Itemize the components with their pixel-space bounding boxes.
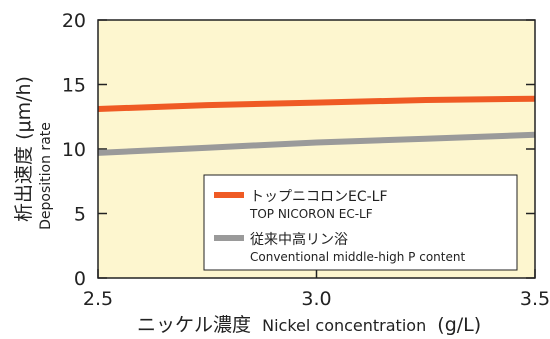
legend-sublabel-1: TOP NICORON EC-LF xyxy=(249,207,373,221)
legend-box xyxy=(203,174,518,271)
series-lines xyxy=(97,95,536,156)
y-axis-subtitle: Deposition rate xyxy=(38,122,54,230)
x-tick-label: 3.0 xyxy=(301,288,331,310)
legend-label-2: 従来中高リン浴 xyxy=(250,231,348,248)
series-line-2 xyxy=(97,131,536,156)
x-tick-label: 3.5 xyxy=(520,288,550,310)
plot-frame xyxy=(97,19,536,279)
legend: トップニコロンEC-LF TOP NICORON EC-LF 従来中高リン浴 Conv… xyxy=(203,174,518,271)
y-tick-label: 20 xyxy=(62,10,86,32)
y-tick-label: 15 xyxy=(62,75,86,97)
series-line-1 xyxy=(97,95,536,112)
y-tick-label: 0 xyxy=(74,268,86,290)
y-axis-title: 析出速度 (μm/h) xyxy=(13,76,35,222)
y-tick-label: 5 xyxy=(74,204,86,226)
legend-label-1: トップニコロンEC-LF xyxy=(250,189,388,205)
x-tick-label: 2.5 xyxy=(83,288,113,310)
legend-sublabel-2: Conventional middle-high P content xyxy=(250,250,465,264)
x-axis-title-main: ニッケル濃度 xyxy=(137,314,251,336)
y-tick-label: 10 xyxy=(62,139,86,161)
x-axis-title: ニッケル濃度 Nickel concentration (g/L) xyxy=(137,314,481,336)
axis-ticks: 0 5 10 15 20 2.5 3.0 3.5 xyxy=(62,10,550,310)
x-axis-title-sub: Nickel concentration xyxy=(262,316,426,335)
x-axis-title-unit: (g/L) xyxy=(437,314,481,336)
